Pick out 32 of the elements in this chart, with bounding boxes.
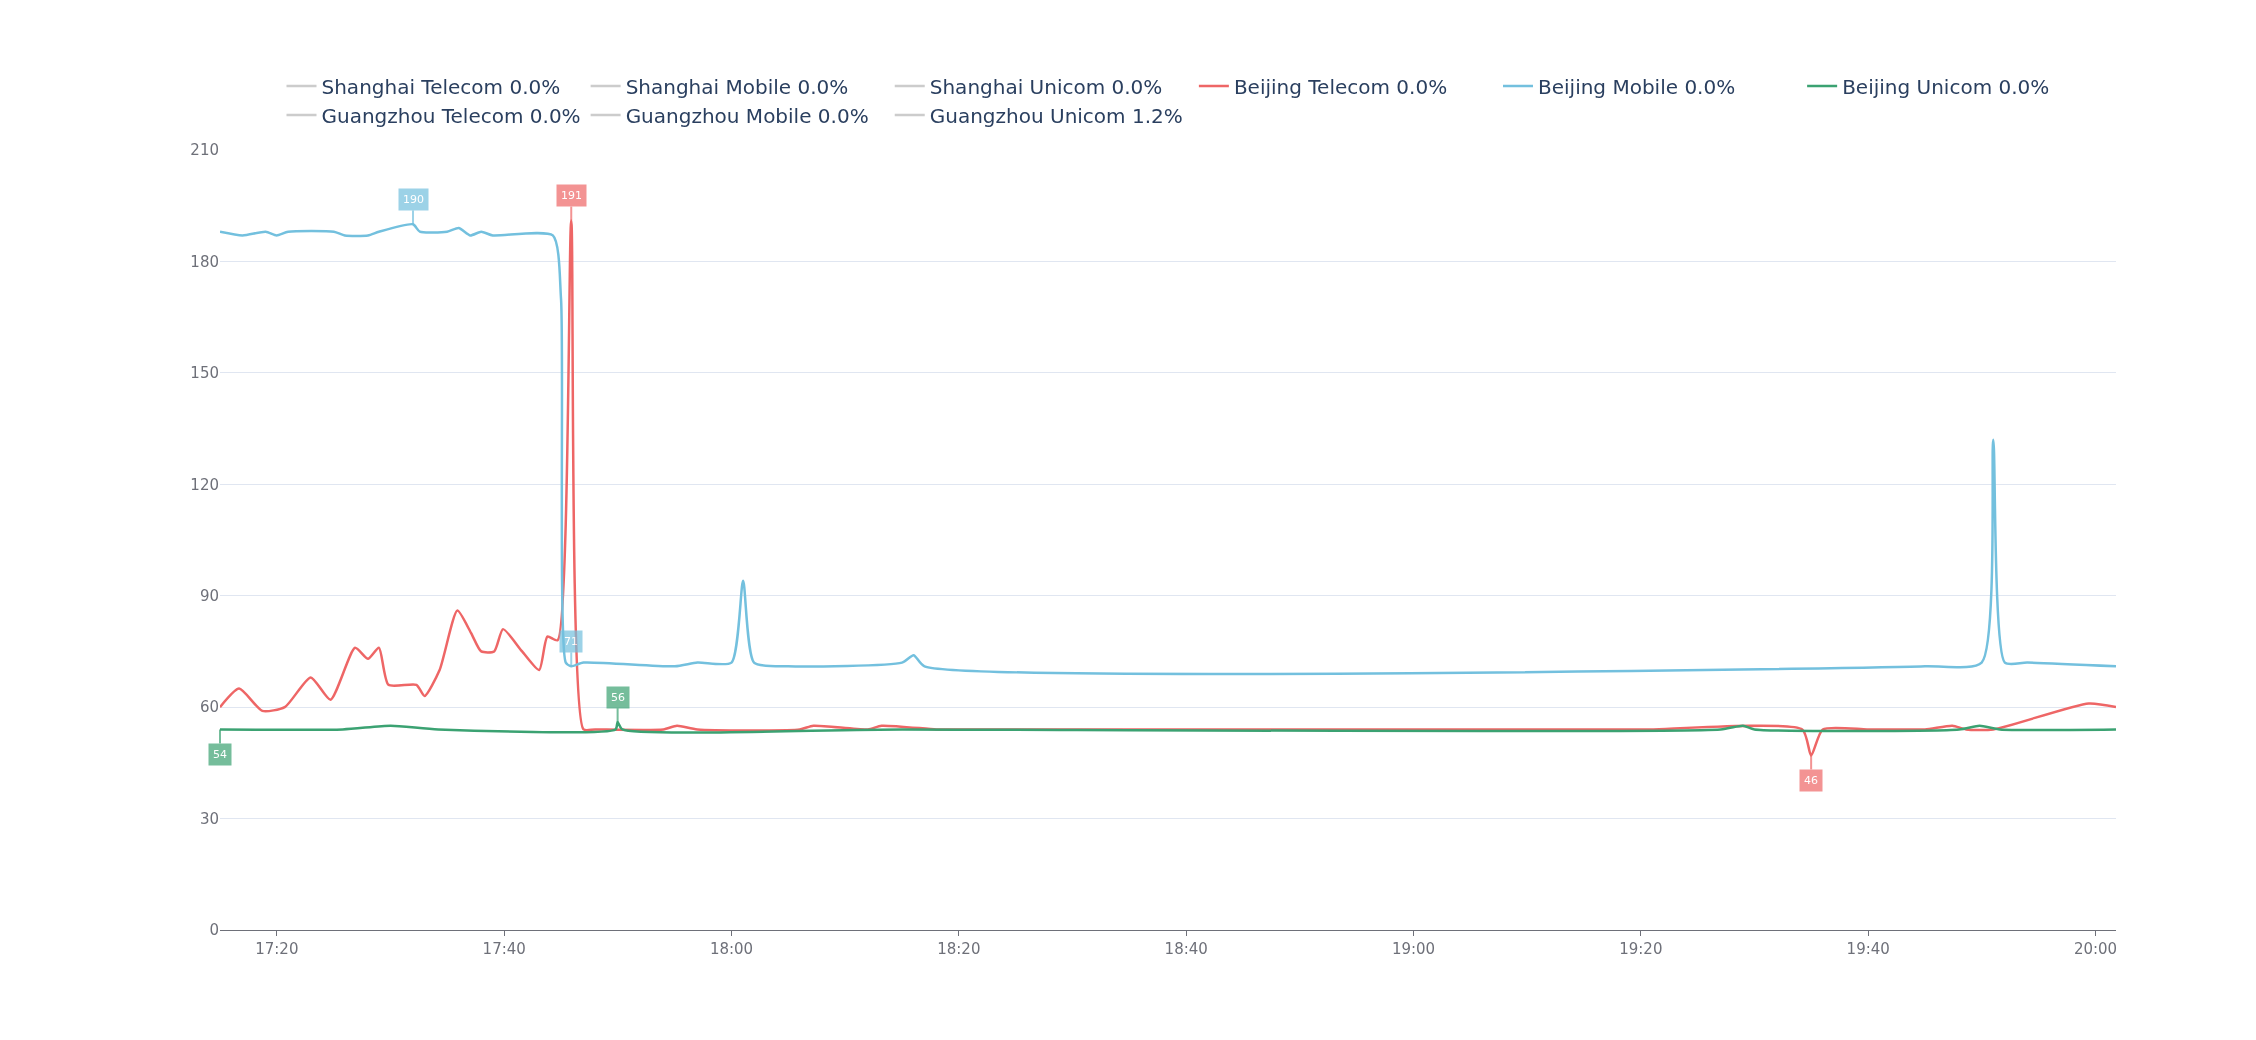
annotation: 190 — [403, 193, 424, 206]
y-tick-label: 120 — [190, 475, 219, 494]
annotation: 191 — [561, 189, 582, 202]
x-tick-label: 18:40 — [1164, 940, 1208, 958]
legend-label: Beijing Telecom 0.0% — [1233, 74, 1448, 99]
legend-label: Guangzhou Mobile 0.0% — [625, 103, 869, 128]
x-tick-label: 19:20 — [1619, 940, 1663, 958]
x-tick-label: 19:00 — [1391, 940, 1436, 958]
y-tick-label: 150 — [190, 364, 219, 383]
legend-label: Beijing Unicom 0.0% — [1842, 74, 2050, 99]
legend-label: Shanghai Unicom 0.0% — [929, 74, 1163, 99]
legend-label: Beijing Mobile 0.0% — [1538, 74, 1736, 99]
annotation: 46 — [1804, 774, 1818, 787]
annotation: 54 — [213, 748, 227, 761]
legend-label: Guangzhou Telecom 0.0% — [321, 103, 581, 128]
legend-label: Shanghai Mobile 0.0% — [625, 74, 849, 99]
x-tick-label: 20:00 — [2073, 940, 2118, 958]
x-tick-label: 18:20 — [937, 940, 981, 958]
x-tick-label: 18:00 — [709, 940, 754, 958]
legend-label: Guangzhou Unicom 1.2% — [929, 103, 1183, 128]
annotation: 71 — [564, 635, 578, 648]
y-tick-label: 60 — [199, 698, 219, 717]
y-tick-label: 210 — [190, 141, 219, 160]
y-tick-label: 0 — [209, 921, 219, 940]
x-tick-label: 17:40 — [482, 940, 526, 958]
legend-label: Shanghai Telecom 0.0% — [321, 74, 561, 99]
y-tick-label: 90 — [199, 586, 219, 605]
x-tick-label: 17:20 — [255, 940, 299, 958]
y-tick-label: 180 — [190, 252, 219, 271]
y-tick-label: 30 — [199, 809, 219, 828]
annotation: 56 — [611, 691, 625, 704]
x-tick-label: 19:40 — [1846, 940, 1890, 958]
